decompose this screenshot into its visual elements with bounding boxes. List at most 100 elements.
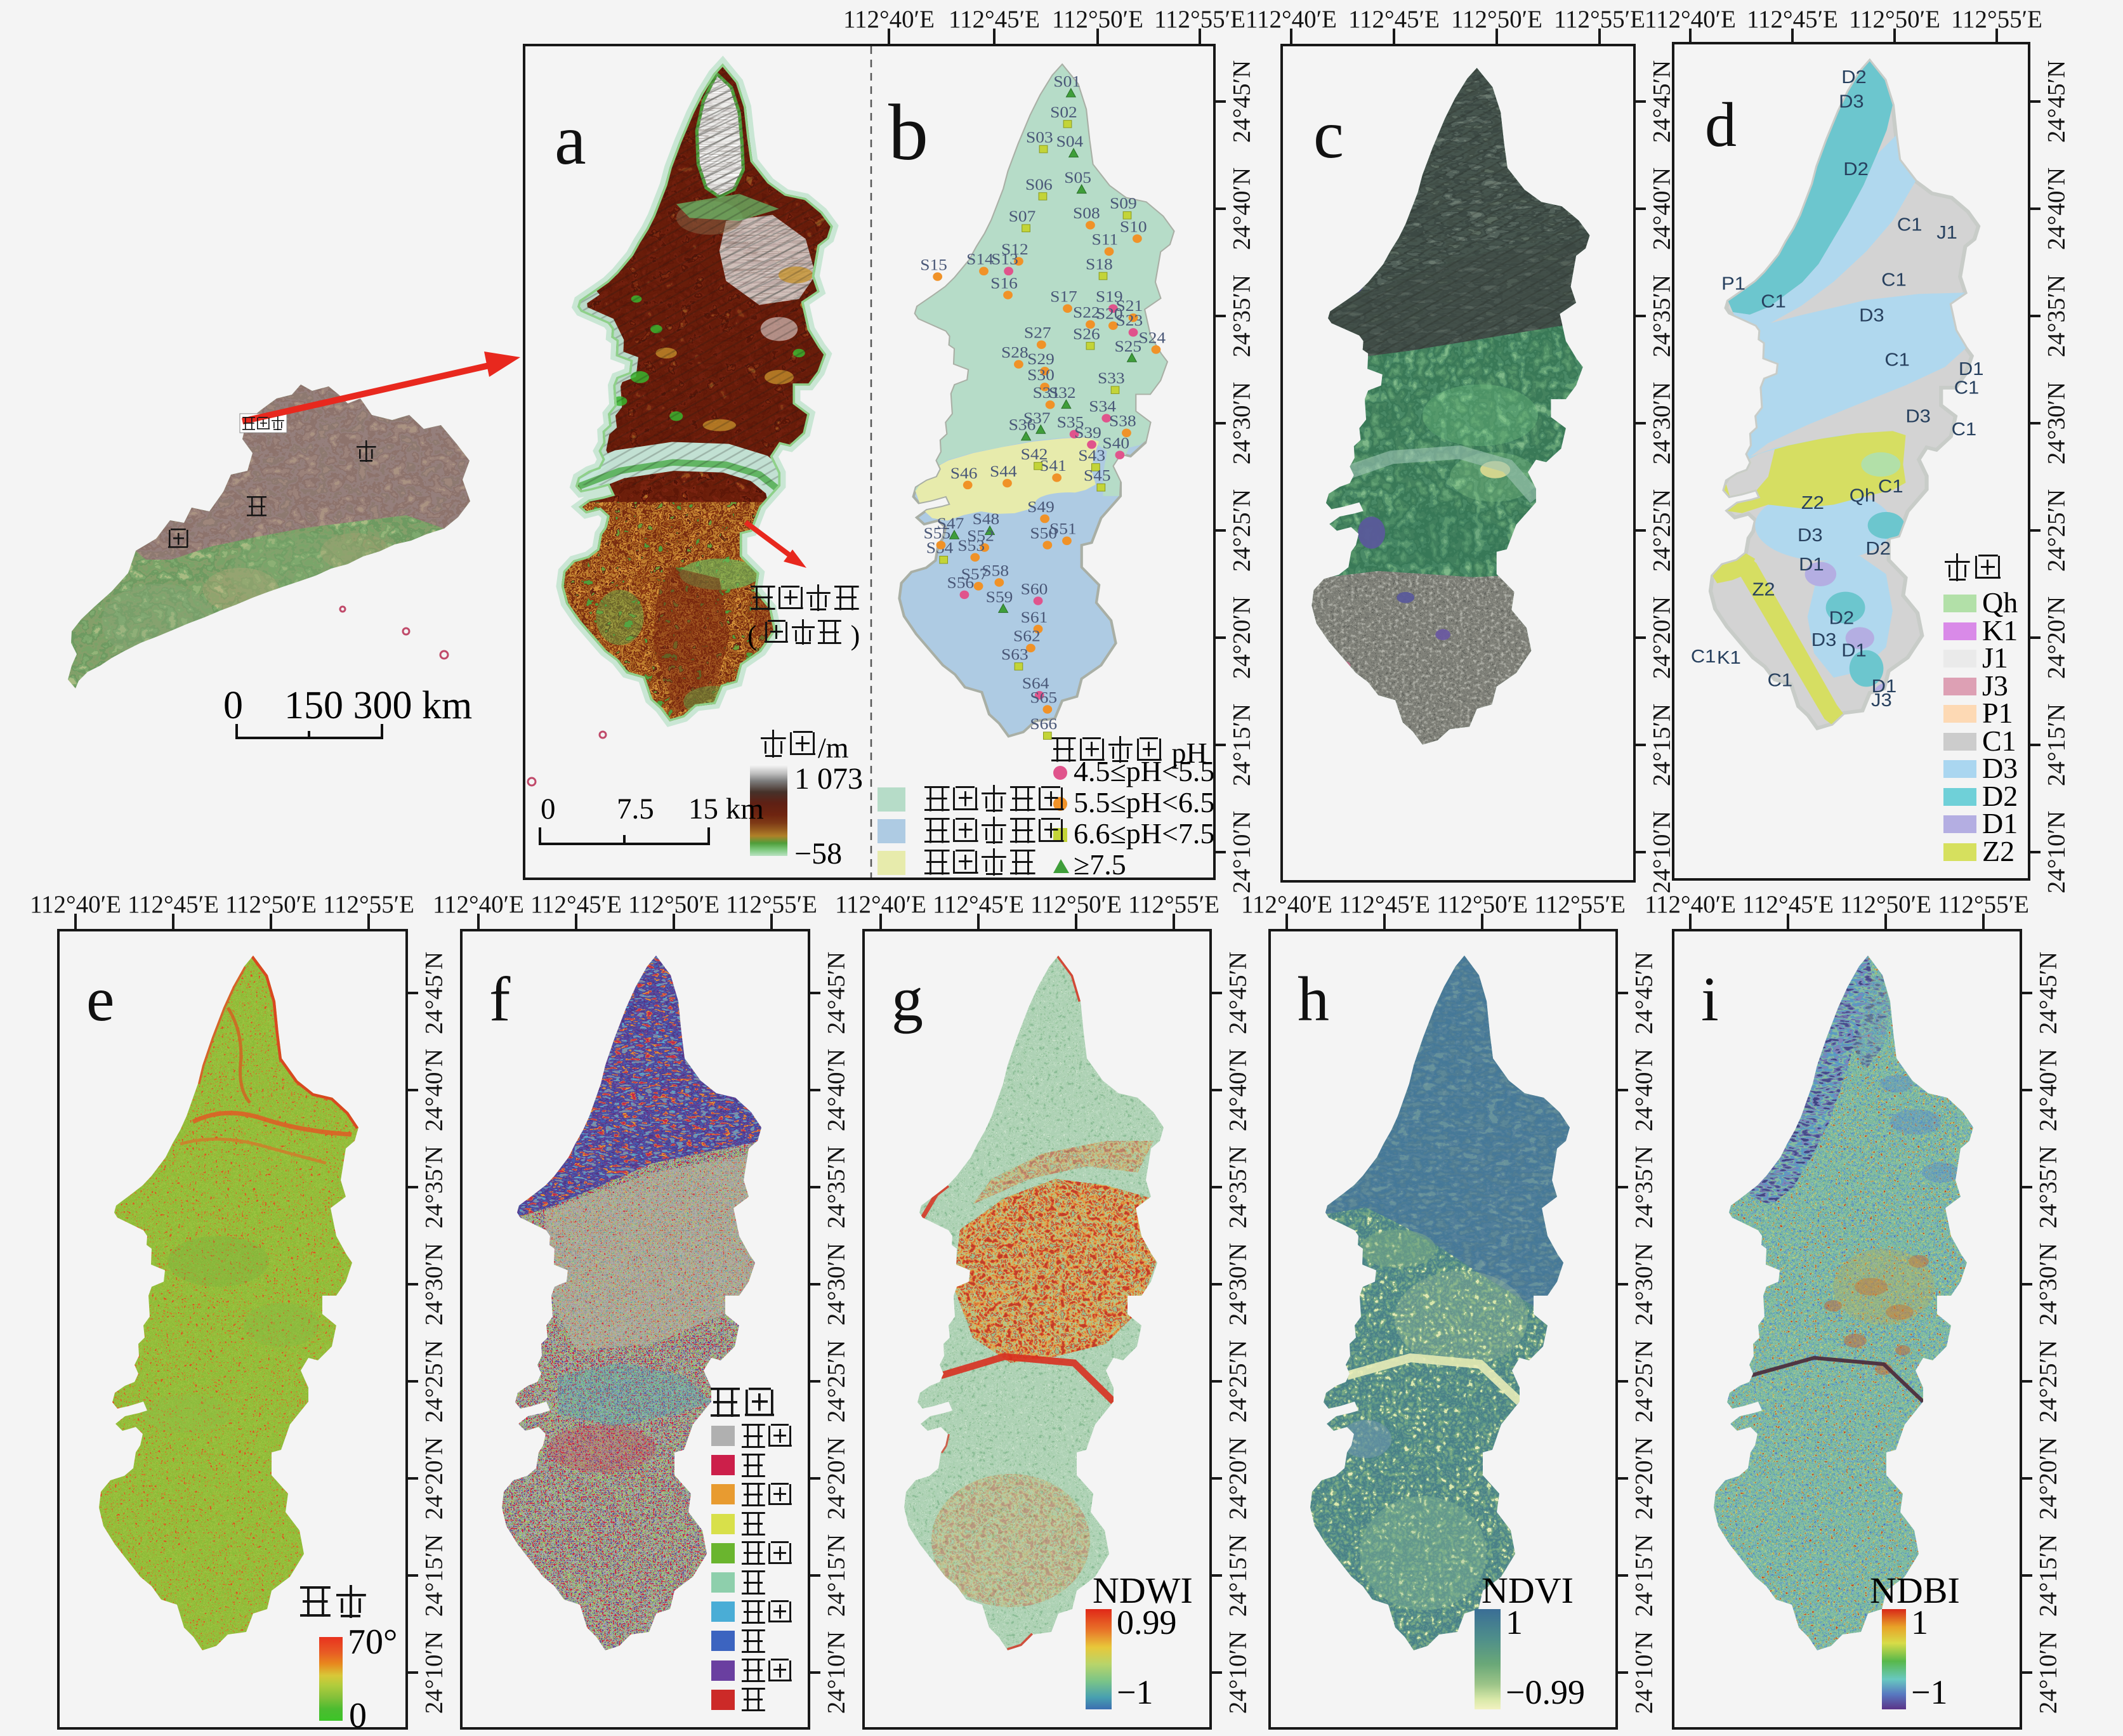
svg-text:S46: S46	[950, 464, 978, 482]
svg-text:S02: S02	[1050, 103, 1077, 121]
svg-text:S10: S10	[1120, 218, 1147, 236]
svg-text:Qh: Qh	[1850, 486, 1876, 506]
svg-text:S09: S09	[1110, 195, 1137, 213]
svg-text:S57: S57	[961, 565, 989, 583]
svg-text:S28: S28	[1001, 344, 1029, 362]
svg-text:S27: S27	[1024, 324, 1051, 342]
svg-text:S41: S41	[1039, 457, 1067, 475]
svg-text:S51: S51	[1049, 520, 1077, 538]
svg-text:S03: S03	[1026, 128, 1053, 146]
svg-text:S58: S58	[982, 562, 1009, 579]
svg-text:S30: S30	[1027, 366, 1055, 384]
svg-text:D1: D1	[1841, 640, 1867, 661]
svg-text:S60: S60	[1021, 580, 1048, 598]
svg-text:S66: S66	[1030, 715, 1057, 733]
svg-text:S35: S35	[1057, 414, 1084, 431]
svg-text:S06: S06	[1025, 176, 1053, 194]
svg-text:C1: C1	[1897, 214, 1923, 235]
svg-text:P1: P1	[1721, 273, 1745, 294]
svg-text:S20: S20	[1096, 305, 1123, 323]
svg-text:S44: S44	[990, 463, 1017, 480]
svg-text:C1: C1	[1884, 350, 1910, 370]
svg-text:S07: S07	[1009, 207, 1036, 225]
svg-text:D1: D1	[1799, 555, 1824, 575]
svg-text:D1: D1	[1872, 676, 1897, 697]
svg-text:S34: S34	[1089, 398, 1116, 416]
svg-text:e: e	[86, 964, 114, 1034]
svg-text:S43: S43	[1078, 447, 1105, 464]
svg-text:S24: S24	[1138, 329, 1166, 346]
svg-text:i: i	[1701, 964, 1719, 1034]
svg-text:D3: D3	[1905, 407, 1931, 427]
svg-text:S53: S53	[957, 537, 985, 555]
svg-text:D2: D2	[1843, 159, 1869, 180]
svg-text:S64: S64	[1022, 674, 1049, 692]
svg-text:D3: D3	[1859, 305, 1884, 326]
svg-text:Z2: Z2	[1801, 493, 1824, 513]
svg-text:S04: S04	[1056, 133, 1084, 150]
svg-text:S47: S47	[937, 515, 964, 532]
svg-text:J1: J1	[1936, 223, 1957, 243]
svg-text:S21: S21	[1116, 297, 1143, 315]
svg-text:S19: S19	[1096, 288, 1123, 306]
svg-text:S11: S11	[1092, 231, 1119, 249]
svg-text:S13: S13	[991, 251, 1018, 268]
svg-text:S25: S25	[1114, 338, 1141, 355]
svg-text:S49: S49	[1027, 498, 1055, 516]
svg-text:C1: C1	[1761, 291, 1786, 312]
svg-text:C1: C1	[1881, 270, 1907, 291]
svg-text:S08: S08	[1073, 204, 1100, 222]
svg-text:S17: S17	[1050, 288, 1077, 306]
svg-text:S48: S48	[973, 510, 1000, 528]
svg-text:S12: S12	[1001, 240, 1029, 258]
svg-text:S59: S59	[986, 588, 1013, 606]
svg-text:D3: D3	[1811, 630, 1837, 650]
svg-text:S61: S61	[1021, 608, 1048, 626]
svg-text:D3: D3	[1839, 91, 1864, 112]
svg-text:C1: C1	[1878, 477, 1903, 497]
svg-text:S33: S33	[1098, 369, 1125, 387]
svg-text:S01: S01	[1053, 73, 1081, 91]
svg-text:S45: S45	[1084, 467, 1111, 485]
svg-text:D1: D1	[1959, 359, 1984, 379]
svg-text:S05: S05	[1064, 169, 1091, 187]
svg-text:S36: S36	[1009, 416, 1036, 434]
svg-text:d: d	[1705, 89, 1737, 160]
svg-text:S22: S22	[1073, 304, 1100, 322]
svg-text:S16: S16	[990, 274, 1018, 292]
svg-text:D2: D2	[1841, 67, 1867, 88]
svg-text:a: a	[555, 101, 586, 180]
svg-text:C1: C1	[1691, 647, 1716, 667]
svg-text:J3: J3	[1871, 690, 1892, 711]
svg-text:C1: C1	[1954, 378, 1980, 398]
svg-text:C1: C1	[1952, 419, 1977, 440]
svg-text:S23: S23	[1116, 312, 1143, 329]
svg-text:h: h	[1298, 964, 1329, 1034]
svg-text:S50: S50	[1030, 525, 1057, 542]
svg-text:S38: S38	[1109, 412, 1136, 430]
svg-text:K1: K1	[1717, 648, 1741, 668]
svg-text:C1: C1	[1768, 670, 1793, 690]
svg-text:S29: S29	[1027, 350, 1055, 368]
svg-text:D3: D3	[1798, 525, 1823, 546]
svg-text:S55: S55	[923, 525, 950, 542]
svg-text:b: b	[888, 89, 928, 177]
svg-text:S37: S37	[1023, 409, 1051, 427]
svg-text:S65: S65	[1030, 688, 1057, 706]
svg-text:S26: S26	[1073, 326, 1100, 343]
svg-text:D2: D2	[1865, 539, 1891, 559]
svg-text:g: g	[891, 964, 923, 1034]
svg-text:S18: S18	[1086, 255, 1113, 273]
svg-text:D2: D2	[1829, 608, 1855, 628]
svg-text:S31: S31	[1033, 384, 1060, 402]
svg-text:S56: S56	[947, 574, 974, 592]
svg-text:S62: S62	[1013, 628, 1041, 645]
svg-text:f: f	[489, 964, 511, 1034]
svg-text:Z2: Z2	[1752, 579, 1775, 600]
svg-text:S32: S32	[1049, 384, 1076, 402]
svg-text:S42: S42	[1021, 445, 1048, 463]
svg-text:S63: S63	[1001, 646, 1029, 664]
svg-text:S14: S14	[966, 251, 994, 268]
svg-text:S39: S39	[1074, 424, 1101, 442]
svg-text:S52: S52	[967, 527, 994, 544]
